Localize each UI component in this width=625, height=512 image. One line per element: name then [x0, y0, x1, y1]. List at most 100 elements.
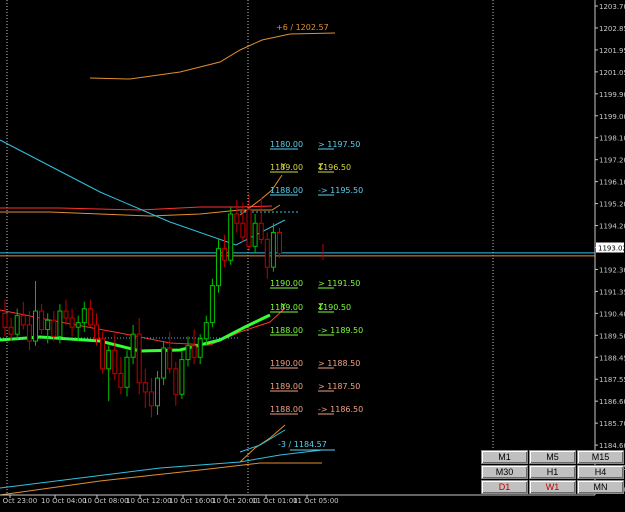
time-label: 10 Oct 20:00: [212, 497, 258, 505]
candle-body: [106, 349, 112, 370]
candle-body: [203, 322, 209, 340]
timeframe-button-m1[interactable]: M1: [481, 450, 528, 464]
price-label: 1201.05: [599, 69, 625, 77]
level-right-label: > 1191.50: [318, 279, 360, 288]
price-label: 1198.10: [599, 135, 625, 143]
candle-body: [2, 312, 8, 328]
chart-grid: [0, 0, 595, 495]
candle-body: [240, 222, 246, 238]
candle-body: [258, 222, 264, 240]
candle-body: [148, 391, 154, 407]
candle-body: [191, 345, 197, 358]
timeframe-button-w1[interactable]: W1: [529, 480, 576, 494]
timeframe-panel: M1 M5 M15 M30 H1 H4 D1 W1 MN: [481, 450, 624, 494]
candle-body: [8, 326, 14, 335]
candle-body: [87, 308, 93, 326]
level-y-mark: Y: [280, 162, 286, 171]
candle-body: [155, 377, 160, 407]
timeframe-button-h4[interactable]: H4: [577, 465, 624, 479]
candle-body: [14, 315, 20, 335]
candle-body: [185, 345, 191, 361]
candle-body: [45, 319, 51, 331]
time-label: 10 Oct 04:00: [41, 497, 87, 505]
candle-body: [246, 208, 252, 247]
price-label: 1191.35: [599, 288, 625, 296]
price-label: 1192.30: [599, 266, 625, 274]
candle-body: [26, 324, 32, 342]
level-left-label: 1190.00: [270, 359, 303, 368]
level-right-label: > 1188.50: [318, 359, 360, 368]
pivot-levels: +6 / 1202.57 -3 / 1184.57 1180.00 > 1197.50…: [270, 23, 363, 451]
candle-body: [112, 349, 118, 374]
candle-body: [118, 372, 124, 388]
timeframe-button-mn[interactable]: MN: [577, 480, 624, 494]
upper-band-annotation: +6 / 1202.57: [276, 23, 329, 32]
level-left-label: 1190.00: [270, 279, 303, 288]
candle-body: [94, 324, 99, 340]
level-left-label: 1189.00: [270, 303, 303, 312]
candle-body: [20, 315, 26, 326]
lower-band-cyan: [0, 449, 323, 489]
price-label: 1190.40: [599, 310, 625, 318]
timeframe-button-d1[interactable]: D1: [481, 480, 528, 494]
price-label: 1187.55: [599, 376, 625, 384]
level-left-label: 1188.00: [270, 405, 303, 414]
candle-body: [81, 308, 87, 324]
level-right-label: -> 1189.50: [318, 326, 363, 335]
candle-body: [63, 310, 69, 319]
level-y-mark: Y: [280, 302, 286, 311]
price-label: 1184.60: [599, 442, 625, 450]
time-label: 10 Oct 16:00: [169, 497, 215, 505]
lower-band-orange: [0, 462, 322, 496]
price-label: 1188.45: [599, 354, 625, 362]
level-right-label: 1196.50: [318, 163, 351, 172]
level-right-label: 1190.50: [318, 303, 351, 312]
indicator-lines: [0, 32, 336, 496]
candle-body: [179, 359, 185, 395]
candle-body: [130, 333, 136, 358]
candlestick-series: [2, 193, 324, 418]
timeframe-button-m15[interactable]: M15: [577, 450, 624, 464]
price-label: 1185.70: [599, 420, 625, 428]
price-label: 1189.50: [599, 332, 625, 340]
timeframe-button-m30[interactable]: M30: [481, 465, 528, 479]
level-right-label: > 1197.50: [318, 140, 360, 149]
time-label: 11 Oct 05:00: [293, 497, 339, 505]
time-label: 10 Oct 08:00: [83, 497, 129, 505]
candle-body: [142, 382, 148, 393]
candle-body: [161, 347, 167, 379]
candle-body: [234, 213, 240, 224]
trend-line: [0, 139, 286, 246]
candle-body: [57, 310, 63, 337]
cyan-band-curve: [239, 429, 286, 453]
candle-body: [270, 231, 276, 268]
candle-body: [228, 213, 234, 261]
band-curve-upper: [239, 174, 283, 216]
current-price-label: 1193.02: [598, 245, 625, 253]
timeframe-button-m5[interactable]: M5: [529, 450, 576, 464]
candle-body: [277, 231, 282, 254]
level-right-label: -> 1195.50: [318, 186, 363, 195]
candle-body: [136, 333, 142, 384]
candle-body: [264, 238, 270, 268]
price-label: 1195.20: [599, 201, 625, 209]
time-label: 11 Oct 01:00: [252, 497, 298, 505]
level-right-label: -> 1186.50: [318, 405, 363, 414]
lower-band-annotation: -3 / 1184.57: [278, 440, 327, 449]
level-z-mark: Z: [318, 302, 324, 311]
timeframe-button-h1[interactable]: H1: [529, 465, 576, 479]
price-label: 1186.60: [599, 398, 625, 406]
time-label: 9 Oct 23:00: [0, 497, 37, 505]
candle-body: [252, 222, 258, 247]
candle-body: [173, 368, 179, 395]
candle-body: [216, 248, 221, 287]
price-label: 1199.90: [599, 91, 625, 99]
middle-band-line: [0, 204, 281, 217]
level-left-label: 1189.00: [270, 163, 303, 172]
candle-body: [100, 338, 106, 370]
level-left-label: 1180.00: [270, 140, 303, 149]
candle-body: [69, 317, 75, 328]
level-left-label: 1188.00: [270, 326, 303, 335]
